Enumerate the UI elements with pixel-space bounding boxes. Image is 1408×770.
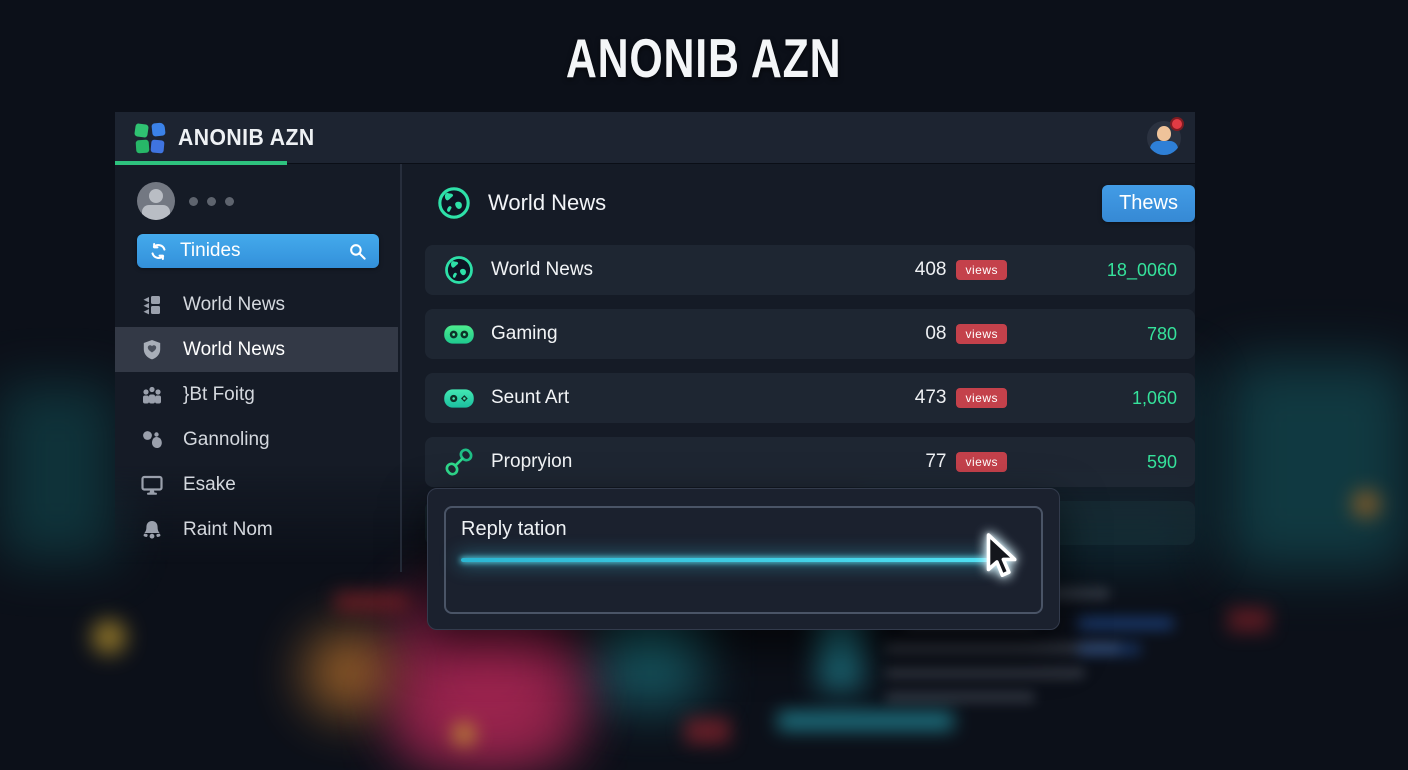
progress-line[interactable] — [461, 558, 989, 562]
views-badge: views — [956, 452, 1007, 472]
reply-field[interactable]: Reply tation — [444, 506, 1043, 614]
topic-value: 590 — [1146, 451, 1177, 472]
backdrop-blob — [1225, 360, 1408, 570]
views-badge: views — [956, 388, 1007, 408]
sidebar-menu: World News World News }B — [115, 282, 400, 552]
search-button[interactable]: Tinides — [137, 234, 379, 268]
backdrop-blob — [1228, 608, 1270, 632]
topic-count: 408 — [914, 259, 947, 280]
sidebar-item-world-news-active[interactable]: World News — [115, 327, 398, 372]
topic-row-seunt-art[interactable]: Seunt Art 473 views 1,060 — [425, 373, 1195, 423]
link-icon — [443, 448, 475, 476]
brand-underline — [115, 161, 287, 165]
topic-label: Gaming — [491, 323, 558, 344]
section-title: World News — [488, 190, 607, 215]
shield-heart-icon — [139, 338, 165, 362]
monitor-icon — [139, 473, 165, 497]
topic-count: 77 — [925, 451, 947, 472]
notification-badge — [1170, 116, 1184, 131]
gamepad-icon — [443, 386, 475, 411]
topic-count: 08 — [925, 323, 947, 344]
sidebar-profile[interactable] — [137, 182, 234, 220]
globe-icon — [438, 187, 470, 219]
backdrop-blob — [1078, 644, 1140, 654]
game-pieces-icon — [139, 428, 165, 452]
backdrop-blob — [1078, 618, 1173, 629]
topic-row-gaming[interactable]: Gaming 08 views 780 — [425, 309, 1195, 359]
app-window: ANONIB AZN Tinides — [115, 112, 1195, 630]
backdrop-text-bar — [885, 692, 1035, 702]
sidebar-item-label: World News — [183, 293, 286, 315]
bell-icon — [139, 518, 165, 542]
topic-value: 780 — [1146, 323, 1177, 344]
user-avatar[interactable] — [1147, 116, 1184, 155]
search-button-label: Tinides — [180, 240, 241, 261]
sidebar-item-label: Esake — [183, 473, 236, 495]
layers-icon — [139, 293, 165, 317]
reply-modal: Reply tation — [427, 488, 1060, 630]
profile-avatar-icon — [137, 182, 175, 220]
mouse-cursor-icon — [984, 533, 1020, 584]
backdrop-blob — [285, 605, 410, 740]
sidebar-item-label: }Bt Foitg — [183, 383, 255, 405]
brand-logo-icon — [134, 121, 166, 154]
backdrop-text-bar — [885, 643, 1120, 653]
backdrop-blob — [1352, 490, 1380, 518]
topic-label: Propryion — [491, 451, 573, 472]
views-badge: views — [956, 260, 1007, 280]
backdrop-blob — [685, 718, 730, 744]
views-badge: views — [956, 324, 1007, 344]
sidebar-item-label: World News — [183, 338, 286, 360]
brand-name: ANONIB AZN — [178, 124, 315, 150]
app-header: ANONIB AZN — [115, 112, 1195, 165]
sidebar-item-gannoling[interactable]: Gannoling — [115, 417, 400, 462]
sidebar-item-label: Gannoling — [183, 428, 270, 450]
reply-field-label: Reply tation — [461, 518, 567, 540]
backdrop-blob — [452, 722, 476, 746]
topic-label: Seunt Art — [491, 387, 570, 408]
people-icon — [139, 383, 165, 407]
backdrop-blob — [778, 712, 953, 730]
backdrop-blob — [0, 385, 115, 560]
backdrop-text-bar — [885, 668, 1085, 678]
sidebar-item-raint-nom[interactable]: Raint Nom — [115, 507, 400, 552]
globe-icon — [443, 255, 475, 285]
topic-row-world-news[interactable]: World News 408 views 18_0060 — [425, 245, 1195, 295]
gamepad-icon — [443, 322, 475, 347]
topic-value: 1,060 — [1131, 387, 1177, 408]
sidebar-item-bt-foitg[interactable]: }Bt Foitg — [115, 372, 400, 417]
backdrop-blob — [92, 620, 126, 654]
sidebar-item-label: Raint Nom — [183, 518, 273, 540]
search-icon — [350, 243, 366, 260]
topic-count: 473 — [914, 387, 947, 408]
backdrop-blob — [395, 690, 575, 760]
backdrop-blob — [335, 592, 410, 612]
page-title: ANONIB AZN — [566, 27, 842, 89]
topic-row-propryion[interactable]: Propryion 77 views 590 — [425, 437, 1195, 487]
topic-label: World News — [491, 259, 594, 280]
section-header: World News Thews — [425, 180, 1195, 226]
sidebar-item-esake[interactable]: Esake — [115, 462, 400, 507]
topic-value: 18_0060 — [1106, 259, 1177, 280]
thews-button[interactable]: Thews — [1102, 184, 1195, 222]
sidebar-divider — [400, 164, 402, 572]
refresh-icon — [151, 242, 166, 260]
sidebar: Tinides World News — [115, 164, 400, 564]
sidebar-item-world-news[interactable]: World News — [115, 282, 400, 327]
ellipsis-dots-icon — [189, 196, 234, 206]
